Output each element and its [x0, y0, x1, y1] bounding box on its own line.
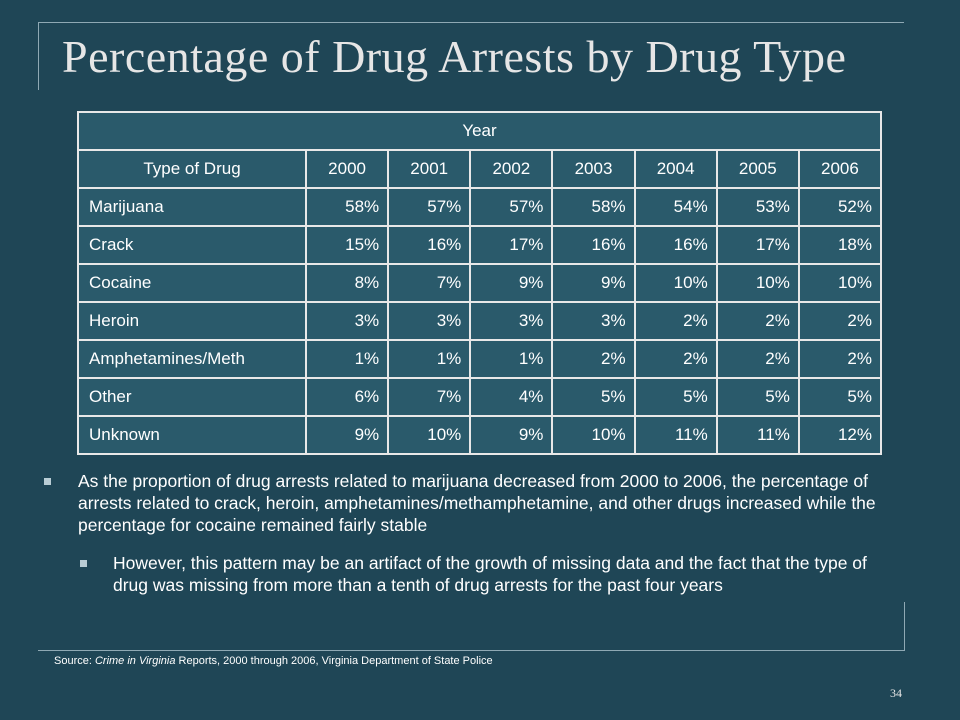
table-cell: 53%	[715, 187, 800, 227]
bottom-rule	[38, 650, 904, 651]
table-cell: 3%	[469, 301, 554, 341]
table-header-row: Type of Drug 2000 2001 2002 2003 2004 20…	[77, 149, 883, 189]
table-cell: 2%	[715, 339, 800, 379]
table-cell: 16%	[387, 225, 472, 265]
table-cell: 58%	[304, 187, 390, 227]
source-note: Source: Crime in Virginia Reports, 2000 …	[54, 655, 493, 667]
bullet-sub: However, this pattern may be an artifact…	[44, 552, 904, 596]
table-cell: 5%	[715, 377, 800, 417]
drug-label: Other	[77, 377, 307, 417]
table-cell: 9%	[551, 263, 636, 303]
table-cell: 8%	[304, 263, 390, 303]
table-cell: 15%	[304, 225, 390, 265]
table-cell: 1%	[469, 339, 554, 379]
left-rule	[38, 22, 39, 90]
year-group-header: Year	[77, 111, 882, 151]
table-row: Cocaine 8% 7% 9% 9% 10% 10% 10%	[77, 263, 883, 303]
table-cell: 7%	[387, 377, 472, 417]
year-column-header: 2001	[387, 149, 472, 189]
table-cell: 5%	[633, 377, 718, 417]
year-column-header: 2006	[797, 149, 883, 189]
table-cell: 7%	[387, 263, 472, 303]
source-suffix: Reports, 2000 through 2006, Virginia Dep…	[175, 655, 493, 667]
table-cell: 3%	[551, 301, 636, 341]
table-cell: 58%	[551, 187, 636, 227]
table-cell: 16%	[551, 225, 636, 265]
table-cell: 52%	[797, 187, 883, 227]
page-number: 34	[890, 686, 902, 700]
table-cell: 17%	[469, 225, 554, 265]
table-cell: 10%	[633, 263, 718, 303]
table-cell: 16%	[633, 225, 718, 265]
table-cell: 10%	[551, 415, 636, 455]
table-cell: 2%	[633, 339, 718, 379]
table-cell: 3%	[387, 301, 472, 341]
source-publication: Crime in Virginia	[94, 655, 176, 667]
table-cell: 54%	[633, 187, 718, 227]
table-row: Amphetamines/Meth 1% 1% 1% 2% 2% 2% 2%	[77, 339, 883, 379]
table-cell: 11%	[715, 415, 800, 455]
bullet-sub-text: However, this pattern may be an artifact…	[113, 553, 867, 595]
table-cell: 2%	[715, 301, 800, 341]
top-rule	[38, 22, 904, 23]
table-cell: 17%	[715, 225, 800, 265]
drug-label: Amphetamines/Meth	[77, 339, 307, 379]
square-bullet-icon	[80, 560, 87, 567]
year-column-header: 2005	[715, 149, 800, 189]
drug-label: Unknown	[77, 415, 307, 455]
drug-label: Crack	[77, 225, 307, 265]
table-cell: 11%	[633, 415, 718, 455]
bullet-main: As the proportion of drug arrests relate…	[44, 470, 904, 536]
table-cell: 1%	[304, 339, 390, 379]
table-row: Other 6% 7% 4% 5% 5% 5% 5%	[77, 377, 883, 417]
table-cell: 5%	[551, 377, 636, 417]
source-prefix: Source:	[54, 655, 95, 667]
table-cell: 2%	[633, 301, 718, 341]
table-row: Heroin 3% 3% 3% 3% 2% 2% 2%	[77, 301, 883, 341]
slide-title: Percentage of Drug Arrests by Drug Type	[62, 31, 847, 82]
table-cell: 10%	[715, 263, 800, 303]
table-row: Unknown 9% 10% 9% 10% 11% 11% 12%	[77, 415, 883, 455]
table-cell: 4%	[469, 377, 554, 417]
table-cell: 9%	[469, 263, 554, 303]
drug-label: Heroin	[77, 301, 307, 341]
table-cell: 18%	[797, 225, 883, 265]
bullet-list: As the proportion of drug arrests relate…	[44, 470, 904, 596]
bullet-main-text: As the proportion of drug arrests relate…	[78, 471, 876, 535]
year-column-header: 2003	[551, 149, 636, 189]
right-rule	[904, 602, 905, 651]
year-column-header: 2000	[304, 149, 390, 189]
table-cell: 3%	[304, 301, 390, 341]
table-row: Marijuana 58% 57% 57% 58% 54% 53% 52%	[77, 187, 883, 227]
year-column-header: 2002	[469, 149, 554, 189]
year-column-header: 2004	[633, 149, 718, 189]
drug-label: Marijuana	[77, 187, 307, 227]
drug-arrests-table: Year Type of Drug 2000 2001 2002 2003 20…	[77, 111, 883, 455]
table-cell: 10%	[797, 263, 883, 303]
table-cell: 57%	[387, 187, 472, 227]
table-cell: 9%	[304, 415, 390, 455]
table-cell: 12%	[797, 415, 883, 455]
square-bullet-icon	[44, 478, 51, 485]
table-cell: 2%	[551, 339, 636, 379]
table-cell: 5%	[797, 377, 883, 417]
table-cell: 2%	[797, 301, 883, 341]
drug-label: Cocaine	[77, 263, 307, 303]
table-cell: 10%	[387, 415, 472, 455]
table-row: Crack 15% 16% 17% 16% 16% 17% 18%	[77, 225, 883, 265]
drug-type-column-header: Type of Drug	[77, 149, 307, 189]
table-cell: 2%	[797, 339, 883, 379]
table-cell: 6%	[304, 377, 390, 417]
table-group-header-row: Year	[77, 111, 882, 151]
table-cell: 9%	[469, 415, 554, 455]
table-cell: 57%	[469, 187, 554, 227]
table-cell: 1%	[387, 339, 472, 379]
